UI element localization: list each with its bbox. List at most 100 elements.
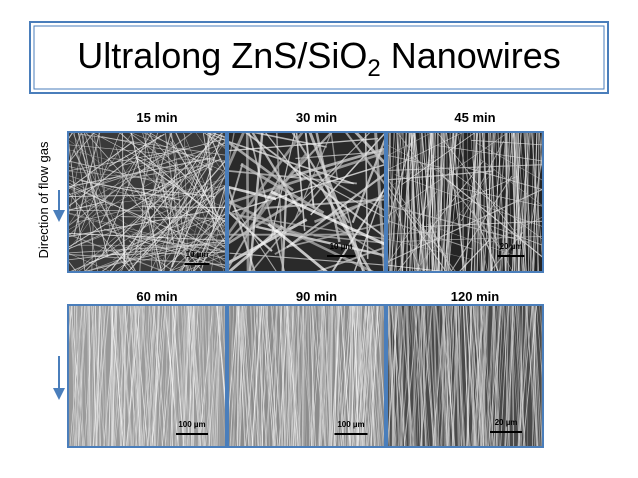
nanowire: [387, 155, 437, 189]
nanowire: [255, 305, 268, 447]
nanowire: [387, 132, 402, 272]
side-label: Direction of flow gas: [36, 141, 51, 259]
nanowire: [319, 305, 325, 447]
sem-image: [228, 305, 385, 447]
nanowire: [141, 206, 226, 208]
nanowire: [491, 132, 502, 272]
nanowire: [411, 305, 415, 447]
nanowire: [68, 132, 134, 227]
nanowire: [492, 305, 498, 447]
nanowire: [169, 218, 226, 272]
nanowire: [127, 159, 226, 272]
nanowire: [530, 305, 537, 447]
nanowire: [302, 305, 305, 447]
nanowire: [265, 305, 270, 447]
nanowire: [376, 305, 385, 426]
nanowire: [474, 305, 483, 447]
nanowire: [328, 305, 332, 447]
nanowire: [274, 305, 283, 447]
nanowire: [68, 171, 182, 182]
nanowire: [413, 305, 416, 447]
nanowire: [264, 132, 303, 181]
nanowire: [184, 133, 189, 272]
nanowire: [431, 132, 434, 272]
nanowire: [432, 305, 440, 447]
nanowire: [377, 305, 382, 447]
nanowire: [208, 305, 213, 447]
image-frame: [386, 131, 544, 273]
nanowire: [353, 305, 360, 447]
nanowire: [68, 194, 175, 198]
nanowire: [171, 305, 173, 447]
nanowire: [128, 132, 226, 173]
nanowire: [487, 132, 496, 272]
nanowire: [294, 132, 333, 221]
nanowire: [220, 305, 226, 371]
nanowire: [173, 158, 226, 161]
nanowire: [207, 305, 210, 447]
nanowire: [248, 132, 264, 272]
nanowire: [432, 305, 447, 447]
nanowire: [485, 305, 494, 447]
image-frame: [67, 131, 227, 273]
nanowire: [442, 305, 445, 447]
nanowire: [426, 132, 437, 272]
nanowire: [147, 305, 156, 447]
nanowire: [469, 305, 483, 447]
nanowire: [349, 305, 352, 447]
nanowire: [396, 161, 484, 272]
nanowire: [142, 170, 226, 258]
nanowire: [390, 305, 406, 447]
nanowire: [409, 305, 424, 447]
nanowire: [523, 132, 534, 272]
nanowire: [397, 305, 406, 447]
nanowire: [76, 184, 226, 223]
nanowire: [68, 201, 104, 211]
nanowire: [472, 305, 487, 447]
nanowire: [133, 305, 144, 447]
nanowire: [310, 305, 326, 447]
nanowire: [320, 305, 323, 447]
scale-bar-label: 20 µm: [500, 242, 523, 251]
nanowire: [444, 305, 454, 447]
nanowire: [228, 209, 273, 252]
nanowire: [131, 305, 140, 447]
nanowire: [529, 305, 538, 447]
nanowire: [169, 132, 212, 272]
nanowire: [238, 305, 251, 447]
sem-image: [387, 305, 543, 447]
nanowire: [68, 305, 79, 447]
title-sub: 2: [367, 55, 380, 82]
nanowire: [205, 132, 226, 142]
nanowire: [135, 305, 145, 447]
nanowire: [120, 216, 226, 219]
nanowire: [473, 132, 476, 272]
nanowire: [260, 305, 264, 447]
nanowire: [307, 305, 311, 447]
nanowire: [255, 225, 385, 257]
nanowire: [245, 305, 259, 447]
nanowire: [228, 196, 303, 245]
nanowire: [68, 187, 226, 210]
nanowire: [128, 132, 191, 180]
nanowire: [439, 305, 452, 447]
nanowire: [166, 305, 174, 447]
nanowire: [265, 305, 279, 447]
nanowire: [149, 132, 191, 272]
nanowire: [445, 132, 466, 272]
nanowire: [236, 305, 240, 447]
nanowire: [370, 305, 384, 447]
nanowire: [238, 214, 385, 240]
nanowire: [454, 305, 465, 447]
nanowire: [344, 305, 346, 447]
nanowire: [363, 305, 376, 447]
nanowire: [401, 132, 411, 272]
nanowire: [517, 305, 528, 447]
nanowire: [517, 305, 526, 447]
nanowire: [200, 181, 226, 272]
nanowire: [131, 305, 144, 447]
nanowire: [185, 305, 196, 447]
nanowire: [252, 305, 263, 447]
nanowire: [125, 163, 214, 180]
